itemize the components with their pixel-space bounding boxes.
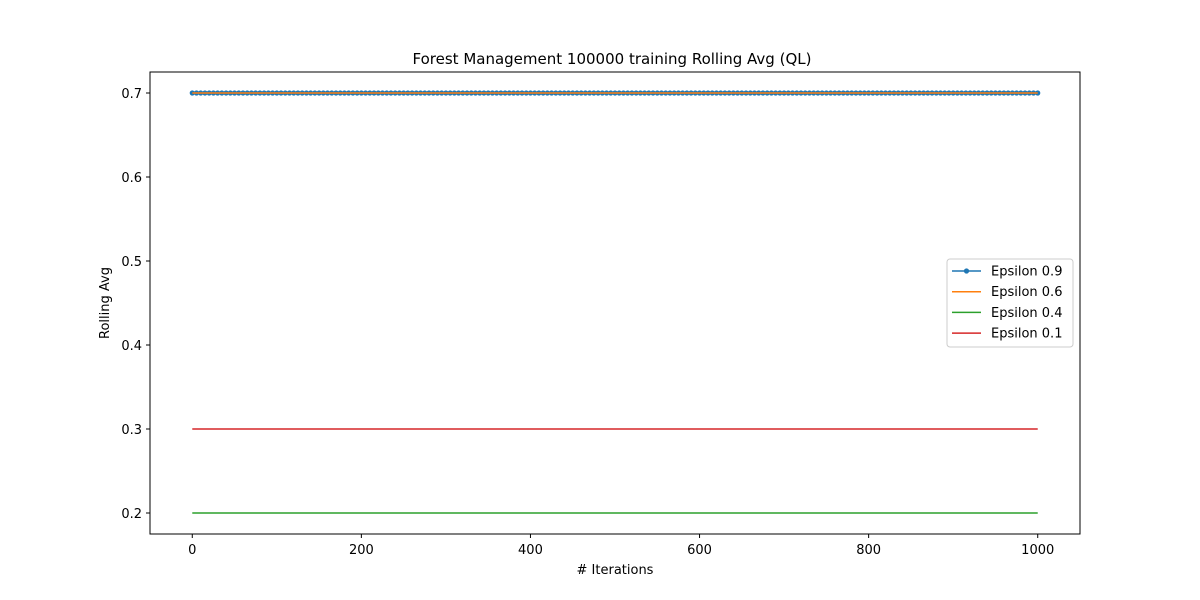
plot-frame xyxy=(149,71,1081,535)
y-tick-label: 0.6 xyxy=(121,171,142,186)
x-tick-label: 600 xyxy=(687,543,712,558)
y-tick-label: 0.3 xyxy=(121,423,142,438)
legend-label: Epsilon 0.9 xyxy=(991,265,1062,280)
series-layer xyxy=(189,90,1041,514)
data-point xyxy=(189,90,195,96)
y-axis-label: Rolling Avg xyxy=(98,267,113,339)
legend-label: Epsilon 0.4 xyxy=(991,306,1062,321)
legend: Epsilon 0.9 Epsilon 0.6 Epsilon 0.4 Epsilon… xyxy=(946,258,1074,348)
y-tick-label: 0.5 xyxy=(121,255,142,270)
x-tick-label: 400 xyxy=(518,543,543,558)
legend-marker xyxy=(963,268,970,274)
chart-title: Forest Management 100000 training Rollin… xyxy=(413,50,812,68)
legend-label: Epsilon 0.1 xyxy=(991,327,1062,342)
x-axis-ticks: 0 200 400 600 800 1000 xyxy=(188,534,1054,558)
x-tick-label: 1000 xyxy=(1021,543,1054,558)
legend-entry: Epsilon 0.6 xyxy=(952,285,1062,300)
x-tick-label: 0 xyxy=(188,543,196,558)
legend-entry: Epsilon 0.1 xyxy=(952,327,1062,342)
legend-label: Epsilon 0.6 xyxy=(991,285,1062,300)
x-tick-label: 200 xyxy=(349,543,374,558)
x-tick-label: 800 xyxy=(856,543,881,558)
legend-entry: Epsilon 0.4 xyxy=(952,306,1062,321)
y-tick-label: 0.4 xyxy=(121,339,142,354)
legend-entry: Epsilon 0.9 xyxy=(952,265,1062,280)
y-axis-ticks: 0.2 0.3 0.4 0.5 0.6 0.7 xyxy=(121,87,150,522)
y-tick-label: 0.7 xyxy=(121,87,142,102)
legend-box xyxy=(946,258,1074,348)
x-axis-label: # Iterations xyxy=(577,563,654,578)
y-tick-label: 0.2 xyxy=(121,507,142,522)
